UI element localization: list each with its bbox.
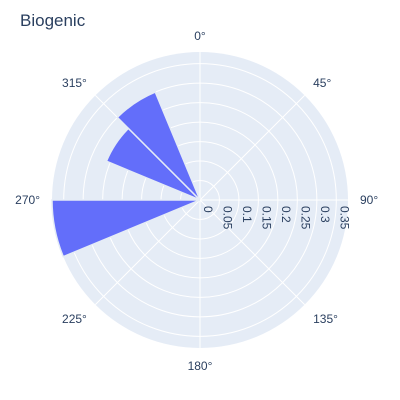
- angular-tick-label: 135°: [313, 312, 338, 326]
- angular-gridline: [199, 94, 306, 201]
- radial-tick-labels: 0 0.05 0.1 0.15 0.2 0.25 0.3 0.35: [200, 199, 351, 230]
- angular-tick-labels: 0° 45° 90° 135° 180° 225° 270° 315°: [15, 29, 378, 373]
- radial-tick-label: 0: [201, 206, 215, 213]
- radial-tick-label: 0.05: [220, 206, 234, 230]
- angular-tick-label: 180°: [188, 359, 213, 373]
- radial-tick-label: 0.35: [337, 206, 351, 230]
- angular-gridline: [199, 199, 306, 306]
- radial-tick-label: 0.2: [279, 206, 293, 223]
- radial-tick-label: 0.1: [240, 206, 254, 223]
- angular-tick-label: 270°: [15, 193, 40, 207]
- polar-bar: [116, 91, 201, 201]
- angular-tick-label: 225°: [62, 312, 87, 326]
- angular-tick-label: 90°: [360, 193, 378, 207]
- radial-tick-label: 0.25: [298, 206, 312, 230]
- radial-tick-label: 0.3: [318, 206, 332, 223]
- polar-bar: [51, 199, 201, 258]
- angular-tick-label: 315°: [62, 76, 87, 90]
- radial-tick-label: 0.15: [259, 206, 273, 230]
- angular-gridline: [94, 199, 201, 306]
- angular-tick-label: 45°: [313, 76, 331, 90]
- angular-tick-label: 0°: [194, 29, 206, 43]
- chart-title: Biogenic: [20, 11, 86, 30]
- polar-bars: [51, 91, 201, 258]
